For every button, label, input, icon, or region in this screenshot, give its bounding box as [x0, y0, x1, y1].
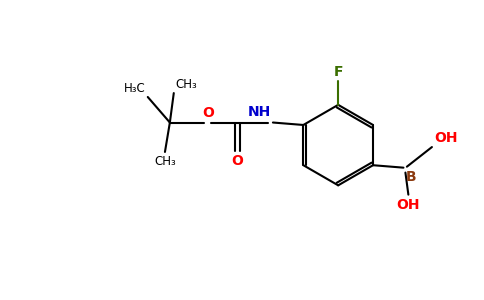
- Text: H₃C: H₃C: [124, 82, 146, 95]
- Text: F: F: [333, 65, 343, 79]
- Text: O: O: [232, 154, 243, 168]
- Text: O: O: [202, 106, 214, 120]
- Text: NH: NH: [248, 105, 271, 118]
- Text: B: B: [406, 169, 416, 184]
- Text: OH: OH: [434, 131, 457, 145]
- Text: OH: OH: [396, 198, 420, 212]
- Text: CH₃: CH₃: [154, 155, 176, 168]
- Text: CH₃: CH₃: [176, 78, 197, 91]
